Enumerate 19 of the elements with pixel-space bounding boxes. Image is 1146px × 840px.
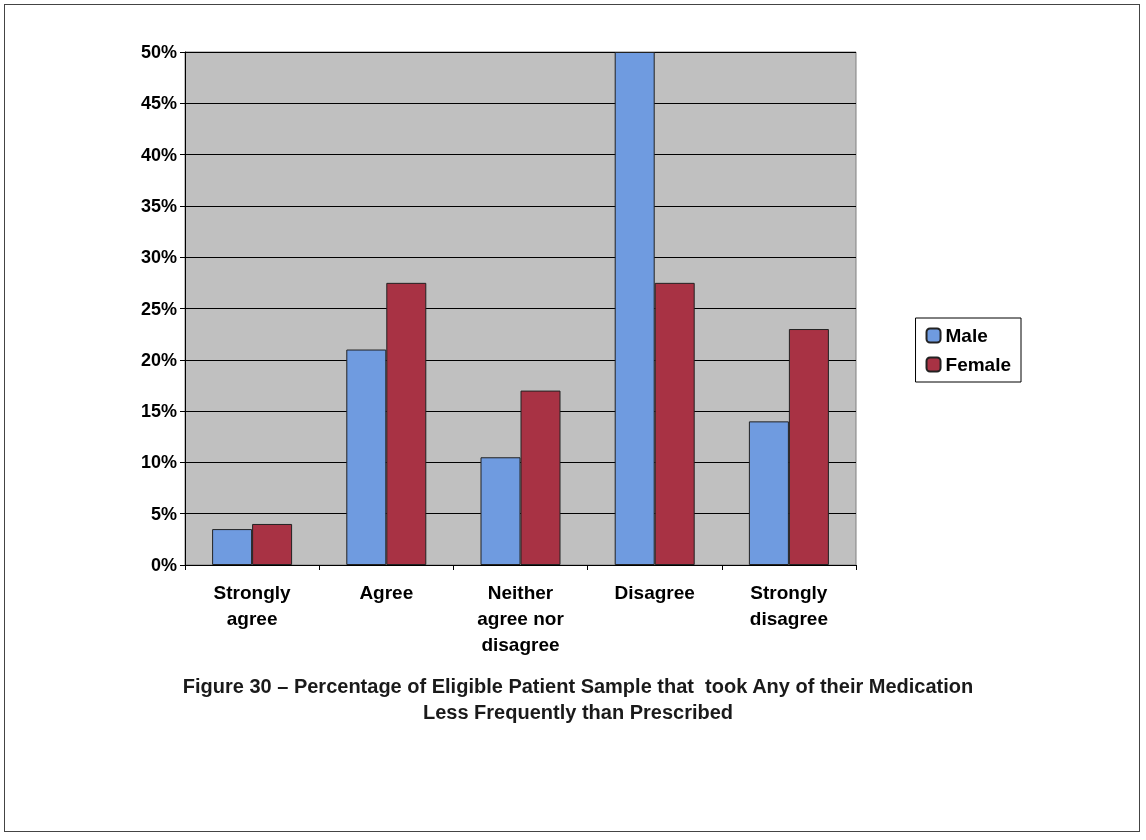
legend-label: Male [945,325,988,346]
y-tick-label: 20% [140,349,177,370]
x-tick-label: Disagree [614,581,695,603]
y-tick-label: 25% [140,298,177,319]
x-tick-label: Neither agree nor disagree [477,581,565,655]
y-tick-label: 5% [150,503,177,524]
y-tick-label: 0% [150,555,177,575]
y-tick-label: 30% [140,247,177,268]
y-tick-label: 45% [140,93,177,114]
x-tick-label: Agree [359,581,414,603]
y-tick-label: 40% [140,144,177,165]
y-tick-label: 10% [140,452,177,473]
y-tick-label: 50% [140,42,177,62]
legend-label: Female [945,354,1011,375]
text: Figure 30 – Percentage of Eligible Patient Sample that took Any of their Medication Less Frequently than Prescribed [182,675,974,723]
x-tick-label: Strongly agree [213,581,292,629]
y-tick-label: 15% [140,401,177,422]
x-tick-label: Strongly disagree [749,581,828,629]
y-tick-label: 35% [140,195,177,216]
